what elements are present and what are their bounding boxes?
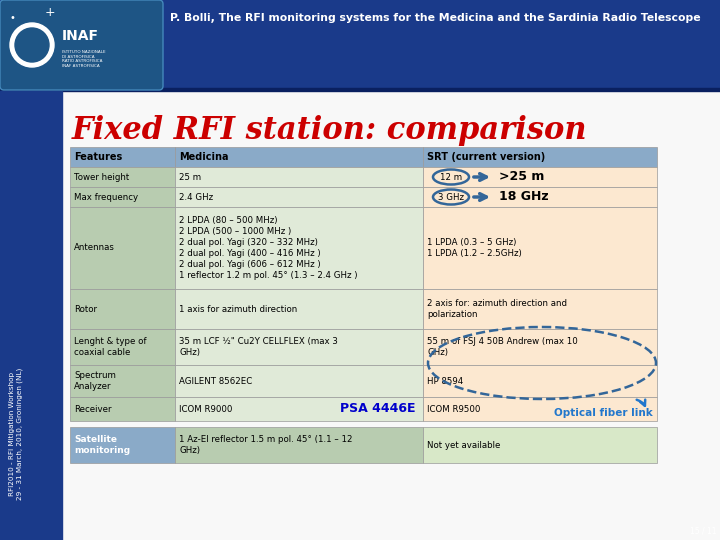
Bar xyxy=(175,147,423,167)
Text: +: + xyxy=(45,5,55,18)
Text: 35 m LCF ½" Cu2Y CELLFLEX (max 3
GHz): 35 m LCF ½" Cu2Y CELLFLEX (max 3 GHz) xyxy=(179,337,338,357)
Bar xyxy=(175,427,423,463)
Text: 25 m: 25 m xyxy=(179,172,201,181)
Bar xyxy=(175,207,423,289)
Text: Antennas: Antennas xyxy=(74,244,115,253)
Bar xyxy=(70,289,175,329)
Text: 18 GHz: 18 GHz xyxy=(499,191,549,204)
Text: Satellite
monitoring: Satellite monitoring xyxy=(74,435,130,455)
Bar xyxy=(70,329,175,365)
Bar xyxy=(0,88,720,91)
Text: Fixed RFI station: comparison: Fixed RFI station: comparison xyxy=(72,114,588,145)
Text: Receiver: Receiver xyxy=(74,404,112,414)
Text: 3 GHz: 3 GHz xyxy=(438,192,464,201)
Text: 1 Az-El reflector 1.5 m pol. 45° (1.1 – 12
GHz): 1 Az-El reflector 1.5 m pol. 45° (1.1 – … xyxy=(179,435,353,455)
Text: Optical fiber link: Optical fiber link xyxy=(554,408,653,418)
Text: >25 m: >25 m xyxy=(499,171,544,184)
Bar xyxy=(70,365,175,397)
Bar xyxy=(70,147,175,167)
Bar xyxy=(423,365,657,397)
Text: Not yet available: Not yet available xyxy=(427,441,500,449)
Bar xyxy=(423,167,657,187)
Text: •: • xyxy=(9,13,15,23)
Circle shape xyxy=(15,28,49,62)
Text: ICOM R9500: ICOM R9500 xyxy=(427,404,480,414)
Text: Tower height: Tower height xyxy=(74,172,130,181)
Text: P. Bolli, The RFI monitoring systems for the Medicina and the Sardinia Radio Tel: P. Bolli, The RFI monitoring systems for… xyxy=(170,13,701,23)
Bar xyxy=(70,207,175,289)
Bar xyxy=(423,187,657,207)
Text: 55 m of FSJ 4 50B Andrew (max 10
GHz): 55 m of FSJ 4 50B Andrew (max 10 GHz) xyxy=(427,337,577,357)
Text: Lenght & type of
coaxial cable: Lenght & type of coaxial cable xyxy=(74,337,146,357)
Bar xyxy=(70,397,175,421)
Text: RFI2010 - RFI Mitigation Workshop
29 - 31 March, 2010, Groningen (NL): RFI2010 - RFI Mitigation Workshop 29 - 3… xyxy=(9,368,23,500)
Bar xyxy=(175,167,423,187)
Bar xyxy=(0,91,62,540)
Text: INAF: INAF xyxy=(62,29,99,43)
Bar xyxy=(70,187,175,207)
Text: 15 / 11: 15 / 11 xyxy=(690,527,716,536)
Text: Spectrum
Analyzer: Spectrum Analyzer xyxy=(74,371,116,391)
Bar xyxy=(423,397,657,421)
Bar xyxy=(70,427,175,463)
Text: PSA 4446E: PSA 4446E xyxy=(341,402,415,415)
Text: ICOM R9000: ICOM R9000 xyxy=(179,404,233,414)
Bar xyxy=(0,0,720,90)
Circle shape xyxy=(10,23,54,67)
Text: 1 axis for azimuth direction: 1 axis for azimuth direction xyxy=(179,305,297,314)
Bar xyxy=(423,329,657,365)
Text: HP 8594: HP 8594 xyxy=(427,376,463,386)
Text: ISTITUTO NAZIONALE
DI ASTROFISICA
RATIO ASTROFISICA
INAF ASTROFISICA: ISTITUTO NAZIONALE DI ASTROFISICA RATIO … xyxy=(62,50,106,68)
Text: AGILENT 8562EC: AGILENT 8562EC xyxy=(179,376,252,386)
FancyBboxPatch shape xyxy=(0,0,163,90)
Bar xyxy=(175,187,423,207)
Text: 1 LPDA (0.3 – 5 GHz)
1 LPDA (1.2 – 2.5GHz): 1 LPDA (0.3 – 5 GHz) 1 LPDA (1.2 – 2.5GH… xyxy=(427,238,522,258)
Bar xyxy=(423,147,657,167)
Bar xyxy=(175,365,423,397)
Text: Rotor: Rotor xyxy=(74,305,97,314)
Text: Max frequency: Max frequency xyxy=(74,192,138,201)
Bar xyxy=(62,91,720,540)
Text: SRT (current version): SRT (current version) xyxy=(427,152,545,162)
Text: 12 m: 12 m xyxy=(440,172,462,181)
Text: 2.4 GHz: 2.4 GHz xyxy=(179,192,213,201)
Text: Features: Features xyxy=(74,152,122,162)
Text: 2 axis for: azimuth direction and
polarization: 2 axis for: azimuth direction and polari… xyxy=(427,299,567,319)
Bar xyxy=(175,397,423,421)
Bar xyxy=(70,167,175,187)
Bar xyxy=(175,289,423,329)
Bar xyxy=(423,207,657,289)
Bar xyxy=(423,427,657,463)
Text: Medicina: Medicina xyxy=(179,152,228,162)
Bar xyxy=(175,329,423,365)
Text: 2 LPDA (80 – 500 MHz)
2 LPDA (500 – 1000 MHz )
2 dual pol. Yagi (320 – 332 MHz)
: 2 LPDA (80 – 500 MHz) 2 LPDA (500 – 1000… xyxy=(179,216,358,280)
Bar xyxy=(423,289,657,329)
